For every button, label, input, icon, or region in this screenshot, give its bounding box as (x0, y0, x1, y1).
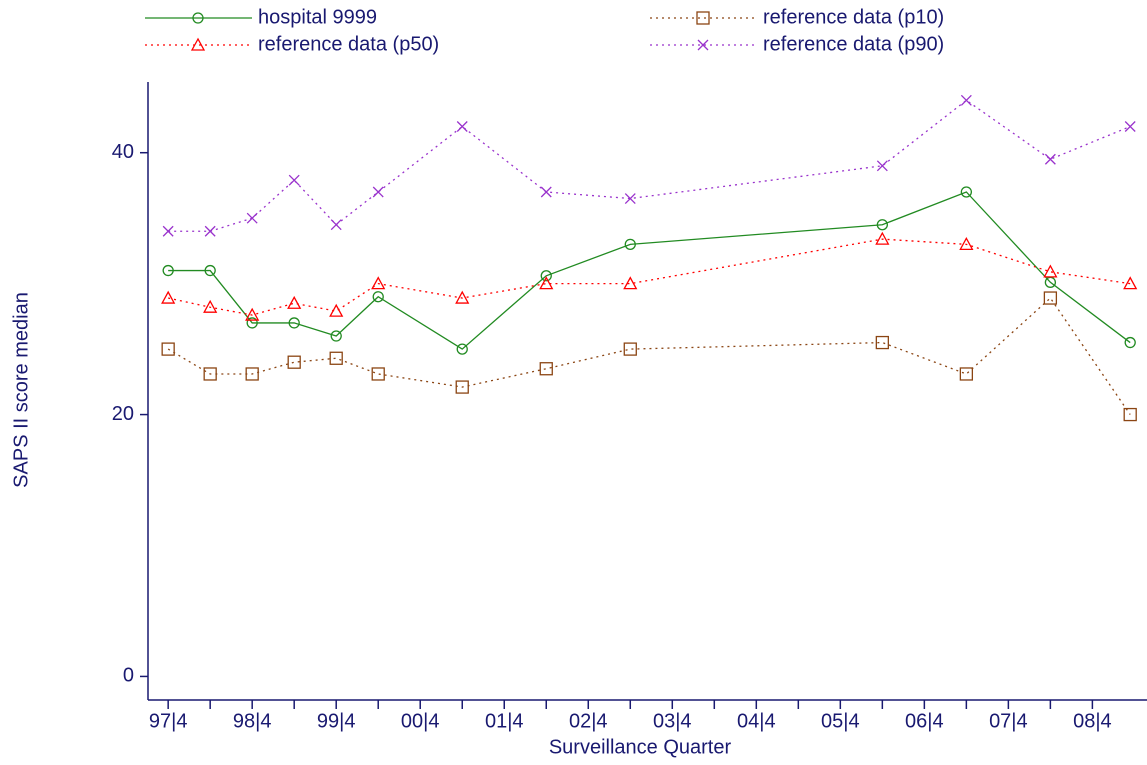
marker (623, 342, 637, 356)
marker (288, 174, 300, 186)
legend-marker (696, 11, 710, 25)
y-axis-label: SAPS II score median (10, 292, 32, 488)
marker (287, 295, 302, 309)
marker (162, 264, 174, 277)
marker (162, 225, 174, 237)
y-tick-label: 40 (112, 141, 134, 163)
legend-marker (192, 12, 204, 24)
marker (960, 186, 973, 198)
marker (539, 362, 553, 376)
marker (959, 236, 974, 251)
marker (1124, 336, 1136, 349)
legend-label: reference data (p50) (258, 33, 439, 55)
marker (287, 355, 301, 369)
x-tick-label: 04|4 (737, 710, 776, 732)
series-line (168, 191, 1131, 350)
marker (623, 276, 638, 290)
marker (203, 299, 218, 313)
marker (329, 303, 344, 317)
y-tick-label: 0 (123, 665, 134, 687)
series-line (168, 238, 1131, 316)
x-tick-label: 06|4 (905, 710, 944, 732)
marker (875, 231, 890, 245)
marker (540, 186, 552, 198)
marker (330, 330, 342, 342)
marker (456, 343, 468, 355)
legend-label: reference data (p90) (763, 33, 944, 55)
x-tick-label: 98|4 (233, 710, 272, 732)
marker (288, 317, 300, 329)
x-tick-label: 02|4 (569, 710, 608, 732)
marker (876, 219, 888, 231)
marker (539, 276, 554, 290)
marker (959, 367, 974, 381)
marker (960, 94, 972, 106)
marker (456, 121, 468, 132)
marker (371, 276, 386, 290)
marker (875, 335, 889, 350)
marker (455, 290, 470, 304)
marker (371, 367, 385, 381)
x-tick-label: 01|4 (485, 710, 524, 732)
x-tick-label: 97|4 (149, 710, 188, 732)
legend-label: hospital 9999 (258, 6, 377, 28)
marker (372, 186, 384, 198)
marker (204, 264, 216, 277)
marker (1044, 153, 1056, 165)
x-tick-label: 00|4 (401, 710, 440, 732)
marker (455, 380, 469, 394)
y-tick-label: 20 (112, 403, 134, 425)
x-axis-label: Surveillance Quarter (549, 736, 732, 758)
marker (624, 193, 636, 204)
marker (161, 290, 176, 304)
legend-marker (697, 39, 709, 51)
x-tick-label: 03|4 (653, 710, 692, 732)
x-tick-label: 99|4 (317, 710, 356, 732)
marker (245, 367, 259, 381)
legend-marker (190, 37, 206, 51)
marker (876, 160, 888, 172)
marker (1043, 264, 1058, 278)
marker (540, 270, 552, 282)
marker (1124, 121, 1136, 132)
legend-label: reference data (p10) (763, 6, 944, 28)
marker (161, 342, 175, 356)
marker (204, 225, 216, 237)
marker (1043, 291, 1058, 305)
x-tick-label: 08|4 (1073, 710, 1112, 732)
marker (372, 291, 384, 303)
series-line (167, 297, 1131, 415)
series-line (168, 99, 1131, 232)
marker (330, 219, 342, 231)
x-tick-label: 07|4 (989, 710, 1028, 732)
marker (1123, 407, 1137, 422)
marker (329, 351, 343, 365)
x-tick-label: 05|4 (821, 710, 860, 732)
marker (246, 317, 258, 329)
marker (245, 307, 260, 321)
marker (246, 212, 258, 224)
marker (203, 367, 217, 381)
marker (624, 238, 636, 251)
marker (1123, 276, 1138, 290)
